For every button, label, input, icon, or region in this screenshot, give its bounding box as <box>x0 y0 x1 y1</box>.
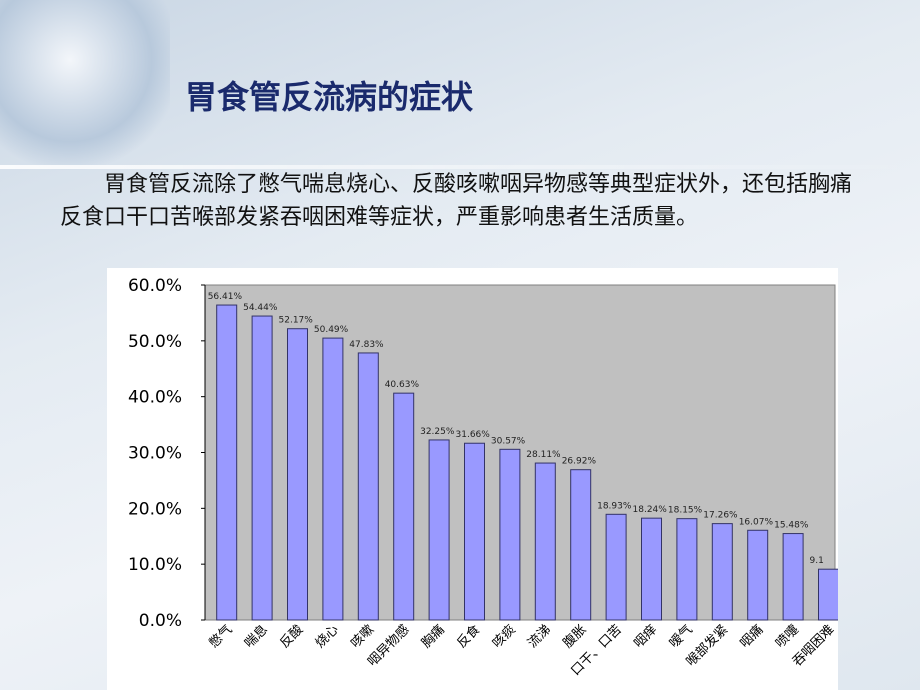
y-tick-label: 0.0% <box>139 611 182 631</box>
value-label: 50.49% <box>314 325 349 335</box>
value-label: 9.1 <box>810 556 824 566</box>
bar <box>782 533 804 621</box>
value-label: 15.48% <box>774 521 809 531</box>
value-label: 16.07% <box>739 517 774 527</box>
y-tick-label: 50.0% <box>128 332 182 352</box>
slide-title: 胃食管反流病的症状 <box>185 78 474 116</box>
y-tick-label: 60.0% <box>128 276 182 296</box>
bar <box>676 518 698 621</box>
y-tick-label: 20.0% <box>128 499 182 519</box>
value-label: 47.83% <box>349 340 384 350</box>
bar <box>393 392 415 621</box>
bar <box>322 337 344 621</box>
bar <box>499 448 521 621</box>
value-label: 18.93% <box>597 501 632 511</box>
bar <box>251 315 273 621</box>
bar <box>428 439 450 621</box>
y-tick-label: 40.0% <box>128 388 182 408</box>
decoration-band <box>0 165 920 169</box>
value-label: 26.92% <box>562 457 597 467</box>
y-tick-label: 30.0% <box>128 444 182 464</box>
bar <box>287 328 308 621</box>
decoration <box>0 0 170 170</box>
value-label: 32.25% <box>420 427 455 437</box>
value-label: 52.17% <box>279 316 314 326</box>
y-tick-label: 10.0% <box>128 555 182 575</box>
bar <box>570 469 592 621</box>
value-label: 54.44% <box>243 303 278 313</box>
value-label: 30.57% <box>491 436 526 446</box>
bar <box>747 529 769 621</box>
value-label: 18.24% <box>633 505 668 515</box>
bar <box>711 523 733 621</box>
bar <box>818 568 838 621</box>
bar <box>464 442 485 621</box>
value-label: 18.15% <box>668 506 703 516</box>
value-label: 56.41% <box>208 292 243 302</box>
value-label: 17.26% <box>703 511 738 521</box>
bar <box>641 517 662 621</box>
value-label: 31.66% <box>456 430 491 440</box>
bar <box>534 462 556 621</box>
bar <box>216 304 238 621</box>
bar <box>605 513 627 621</box>
bar <box>357 352 379 621</box>
paragraph: 胃食管反流除了憋气喘息烧心、反酸咳嗽咽异物感等典型症状外，还包括胸痛反食口干口苦… <box>60 172 853 230</box>
value-label: 28.11% <box>526 450 561 460</box>
value-label: 40.63% <box>385 380 420 390</box>
